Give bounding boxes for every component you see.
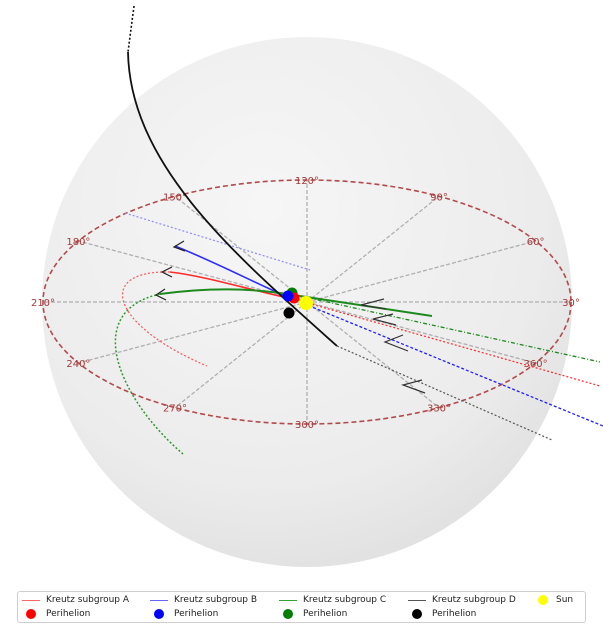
legend-perihelion-label-d: Perihelion: [432, 609, 477, 619]
spoke-270: [174, 301, 308, 409]
spoke-360: [306, 301, 536, 364]
orbit-d-main: [127, 51, 338, 347]
arrow-a-far: [372, 313, 397, 326]
legend-entry-sun: Sun: [538, 595, 573, 605]
legend-line-a: [22, 599, 40, 601]
legend-perihelion-label-b: Perihelion: [174, 609, 219, 619]
tick-label-120: 120°: [295, 176, 319, 187]
perihelion-dot-icon: [283, 609, 293, 619]
ecliptic-ring: [42, 179, 572, 425]
perihelion-b-marker: [282, 290, 294, 302]
tick-label-60: 60°: [527, 237, 545, 248]
perihelion-dot-icon: [26, 609, 36, 619]
perihelion-dot-icon: [412, 609, 422, 619]
tick-label-30: 30°: [562, 298, 580, 309]
orbit-plot: 30° 60° 90° 120° 150° 180° 210° 240° 270° 300° 330…: [31, 5, 603, 567]
legend-entry-d: Kreutz subgroup D: [408, 595, 516, 605]
tick-label-210: 210°: [31, 298, 55, 309]
arrow-b-far: [383, 334, 409, 352]
orbit-d-tail: [336, 345, 553, 441]
legend-label-d: Kreutz subgroup D: [432, 595, 516, 605]
legend-perihelion-c: Perihelion: [279, 609, 347, 619]
spoke-90: [306, 195, 440, 303]
legend-perihelion-label-a: Perihelion: [46, 609, 91, 619]
comet-orbits: [114, 5, 603, 455]
perihelion-markers: [282, 287, 313, 319]
legend-perihelion-b: Perihelion: [150, 609, 218, 619]
sun-dot-icon: [538, 595, 548, 605]
spoke-240: [78, 301, 308, 364]
tick-label-300: 300°: [295, 420, 319, 431]
arrow-a: [160, 266, 173, 278]
tick-label-240: 240°: [66, 359, 90, 370]
longitude-tick-labels: 30° 60° 90° 120° 150° 180° 210° 240° 270° 300° 330…: [31, 176, 580, 431]
arrow-c: [154, 288, 167, 301]
orbit-b-faint: [124, 212, 311, 271]
orbit-b-far: [289, 297, 603, 427]
orbit-a-loop: [121, 271, 208, 367]
legend-entry-c: Kreutz subgroup C: [279, 595, 386, 605]
orbit-a-far: [296, 299, 601, 387]
perihelion-d-marker: [283, 307, 295, 319]
arrow-d-far: [400, 379, 426, 394]
legend-entry-a: Kreutz subgroup A: [22, 595, 129, 605]
legend-label-c: Kreutz subgroup C: [303, 595, 387, 605]
legend-label-a: Kreutz subgroup A: [46, 595, 130, 605]
legend-perihelion-a: Perihelion: [22, 609, 90, 619]
tick-label-150: 150°: [163, 192, 187, 203]
legend: Kreutz subgroup A Perihelion Kreutz subg…: [17, 591, 586, 623]
legend-line-c: [279, 599, 297, 601]
spoke-60: [306, 240, 536, 303]
tick-label-270: 270°: [163, 404, 187, 415]
legend-perihelion-d: Perihelion: [408, 609, 476, 619]
legend-entry-b: Kreutz subgroup B: [150, 595, 257, 605]
perihelion-dot-icon: [154, 609, 164, 619]
legend-label-sun: Sun: [556, 595, 574, 605]
legend-label-b: Kreutz subgroup B: [174, 595, 258, 605]
tick-label-360: 360°: [524, 359, 548, 370]
orbit-d-top: [127, 5, 135, 53]
tick-label-180: 180°: [66, 237, 90, 248]
sun-marker: [299, 296, 313, 310]
legend-line-d: [408, 599, 426, 601]
tick-label-90: 90°: [430, 192, 448, 203]
legend-line-b: [150, 599, 168, 601]
arrow-b: [172, 240, 186, 252]
arrow-c-far: [360, 298, 387, 310]
legend-perihelion-label-c: Perihelion: [303, 609, 348, 619]
orbit-c-far: [299, 295, 601, 363]
tick-label-330: 330°: [427, 404, 451, 415]
